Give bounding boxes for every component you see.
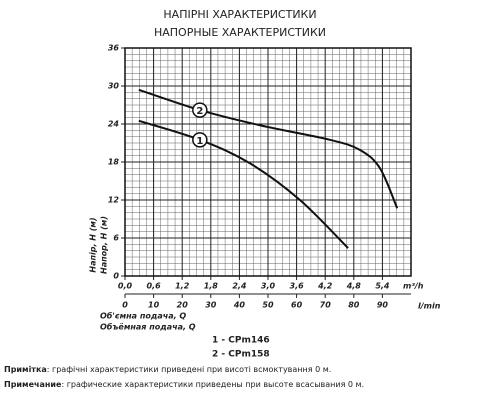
curve-label: 1 <box>196 136 203 147</box>
note: Примечание: графические характеристики п… <box>4 380 364 389</box>
x-tick-label: 5,4 <box>375 282 390 291</box>
x-tick-label: 1,8 <box>204 282 219 291</box>
curve-label: 2 <box>196 106 203 117</box>
note-label: Примечание <box>4 380 62 389</box>
x-tick-label: 1,2 <box>175 282 190 291</box>
note-label: Примітка <box>4 364 47 374</box>
chart-title: НАПІРНІ ХАРАКТЕРИСТИКИ <box>163 8 316 21</box>
y-tick-label: 36 <box>108 44 120 53</box>
x-tick-label: 3,0 <box>261 282 276 291</box>
x2-unit: l/min <box>418 302 441 311</box>
plot-frame <box>124 47 412 277</box>
legend-entry: 1 - CPm146 <box>212 336 270 346</box>
x-tick-label: 0,6 <box>147 282 162 291</box>
curve-label-circle <box>192 132 208 148</box>
curve-label-circle <box>192 102 208 118</box>
chart-subtitle: НАПОРНЫЕ ХАРАКТЕРИСТИКИ <box>154 26 326 39</box>
x-axis-title: Объёмная подача, Q <box>100 322 196 332</box>
x2-tick-label: 30 <box>205 301 217 310</box>
x-tick-label: 2,4 <box>232 282 247 291</box>
x2-tick-label: 0 <box>122 301 128 310</box>
x2-tick-label: 20 <box>177 301 189 310</box>
y-axis-title: Напор, H (м) <box>100 216 109 274</box>
y-tick-label: 24 <box>108 120 120 129</box>
x2-tick-label: 10 <box>148 301 160 310</box>
y-tick-label: 0 <box>113 272 119 281</box>
legend-entry: 2 - CPm158 <box>212 350 270 360</box>
x2-tick-label: 80 <box>348 301 360 310</box>
x2-tick-label: 50 <box>262 301 274 310</box>
y-tick-label: 12 <box>108 196 120 205</box>
y-tick-label: 6 <box>113 234 119 243</box>
x-tick-label: 4,8 <box>346 282 362 291</box>
y-axis-title: Напір, H (м) <box>88 217 98 272</box>
x2-tick-label: 70 <box>320 301 332 310</box>
x-tick-label: 0,0 <box>118 282 133 291</box>
x-unit: m³/h <box>403 282 424 291</box>
note-text: : графічні характеристики приведені при … <box>47 365 332 374</box>
x-axis-title: Об'ємна подача, Q <box>100 311 186 321</box>
x-tick-label: 4,2 <box>317 282 333 291</box>
y-tick-label: 30 <box>108 82 120 91</box>
note: Примітка: графічні характеристики привед… <box>4 364 331 374</box>
x2-tick-label: 60 <box>291 301 303 310</box>
x-tick-label: 3,6 <box>290 282 305 291</box>
y-tick-label: 18 <box>108 158 120 167</box>
note-text: : графические характеристики приведены п… <box>61 380 364 389</box>
x2-tick-label: 40 <box>233 301 246 310</box>
curve <box>138 119 349 249</box>
x2-tick-label: 90 <box>377 301 389 310</box>
